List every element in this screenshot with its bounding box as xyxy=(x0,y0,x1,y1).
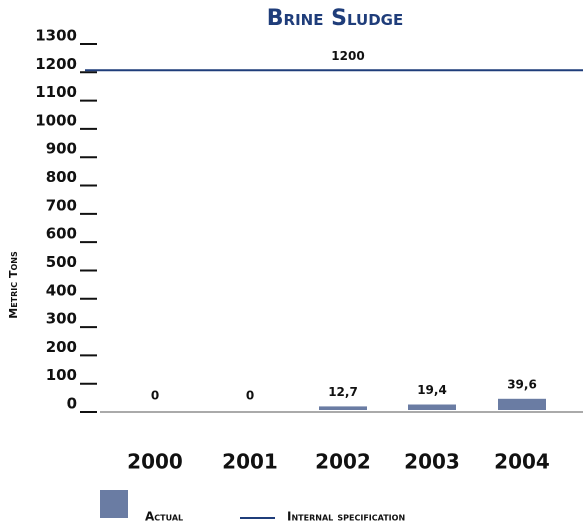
legend-swatch xyxy=(100,490,128,518)
bar xyxy=(319,406,367,410)
y-tick-label: 200 xyxy=(46,338,77,356)
y-tick-label: 800 xyxy=(46,168,77,186)
x-tick-label: 2004 xyxy=(494,450,550,474)
y-tick-label: 1000 xyxy=(35,111,77,129)
chart-title: Brine Sludge xyxy=(267,6,403,31)
y-tick-label: 0 xyxy=(67,395,77,413)
reference-label: 1200 xyxy=(331,49,364,63)
x-tick-label: 2001 xyxy=(222,450,278,474)
value-label: 0 xyxy=(151,389,159,403)
legend-label: Internal specification xyxy=(287,510,405,524)
y-tick-label: 300 xyxy=(46,310,77,328)
value-label: 0 xyxy=(246,389,254,403)
y-tick-label: 1300 xyxy=(35,27,77,45)
value-label: 12,7 xyxy=(328,385,358,399)
y-tick-label: 500 xyxy=(46,253,77,271)
y-tick-label: 600 xyxy=(46,225,77,243)
bar xyxy=(498,398,546,410)
bar xyxy=(408,404,456,410)
y-tick-label: 1200 xyxy=(35,55,77,73)
y-axis-label: Metric Tons xyxy=(7,251,20,319)
y-tick-label: 400 xyxy=(46,281,77,299)
value-label: 19,4 xyxy=(417,383,447,397)
value-label: 39,6 xyxy=(507,377,537,391)
y-tick-label: 700 xyxy=(46,196,77,214)
x-tick-label: 2000 xyxy=(127,450,183,474)
legend-label: Actual xyxy=(145,510,183,524)
x-tick-label: 2003 xyxy=(404,450,460,474)
y-tick-label: 100 xyxy=(46,366,77,384)
y-tick-label: 1100 xyxy=(35,83,77,101)
y-tick-label: 900 xyxy=(46,140,77,158)
x-tick-label: 2002 xyxy=(315,450,371,474)
